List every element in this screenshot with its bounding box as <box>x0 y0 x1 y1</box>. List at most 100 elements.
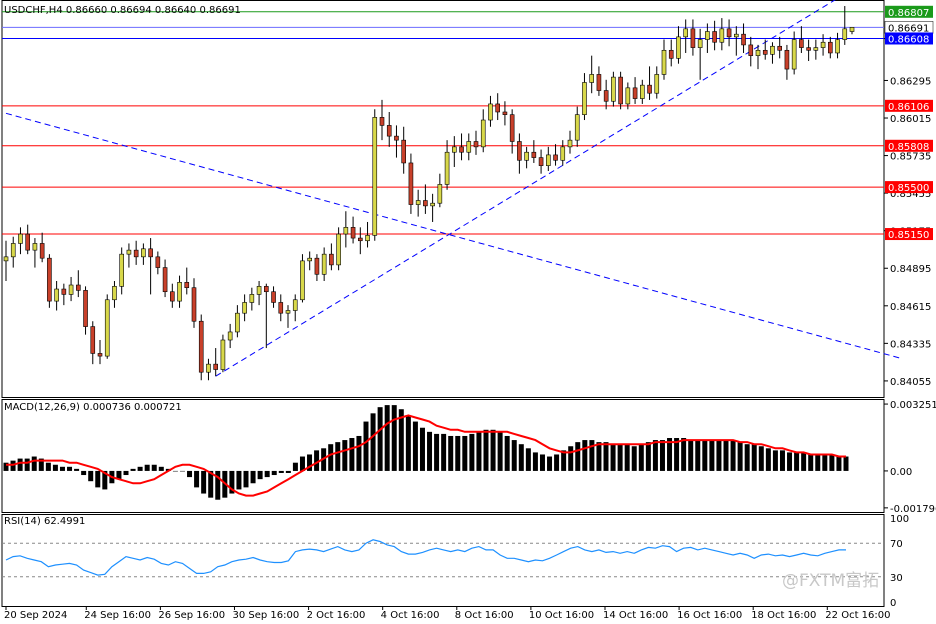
candle <box>430 193 435 222</box>
candle-body <box>480 119 486 148</box>
candle-body <box>726 28 732 38</box>
macd-tick-label: 0.00 <box>890 467 912 478</box>
macd-bar <box>123 470 129 476</box>
macd-bar <box>151 464 157 471</box>
macd-bar <box>511 440 517 471</box>
candle-body <box>401 139 406 164</box>
macd-bar <box>229 470 235 494</box>
candle-body <box>668 49 674 59</box>
candle <box>141 243 146 265</box>
level-label-text: 0.85808 <box>888 142 929 153</box>
candle <box>148 238 153 295</box>
macd-bar <box>342 440 348 471</box>
candle <box>415 189 421 217</box>
panel-frames <box>1 0 885 607</box>
candle-body <box>415 200 421 205</box>
time-tick-label: 30 Sep 16:00 <box>232 610 299 621</box>
candle-body <box>813 47 819 51</box>
time-axis: 20 Sep 2024 24 Sep 16:00 26 Sep 16:00 30 Se… <box>4 606 891 621</box>
candle <box>61 283 67 306</box>
candle <box>813 39 819 60</box>
candle <box>719 18 725 51</box>
candle <box>90 321 96 365</box>
candle-body <box>654 74 660 94</box>
level-label-text: 0.85150 <box>888 230 929 241</box>
candle-body <box>61 288 67 295</box>
candle-body <box>54 288 59 302</box>
macd-bar <box>412 421 418 471</box>
candle-body <box>676 36 681 59</box>
candle <box>603 79 609 110</box>
candle-body <box>177 282 182 302</box>
candle-body <box>97 353 103 357</box>
candle <box>314 254 320 281</box>
candle-body <box>379 117 385 126</box>
level-label-box <box>885 99 933 112</box>
candle-body <box>770 45 775 55</box>
candle-body <box>264 286 269 293</box>
trendline <box>5 112 903 360</box>
candle <box>242 294 247 322</box>
macd-bar <box>271 470 277 476</box>
candle <box>32 238 38 268</box>
candle-body <box>343 227 349 235</box>
candle <box>264 283 269 349</box>
candle <box>18 227 23 255</box>
candle <box>25 224 30 255</box>
macd-bar <box>363 421 369 471</box>
macd-bar <box>532 452 538 471</box>
candle-body <box>509 114 515 142</box>
candle-body <box>350 227 356 239</box>
level-label: 0.86691 <box>884 21 934 34</box>
candle-body <box>112 286 117 301</box>
candle <box>770 42 775 64</box>
candle-body <box>321 253 327 275</box>
macd-bar <box>610 444 616 471</box>
macd-bar <box>250 470 256 484</box>
macd-bar <box>405 415 411 471</box>
level-label-text: 0.86106 <box>888 102 929 113</box>
macd-bar <box>194 470 200 488</box>
candle-body <box>300 260 305 301</box>
candle-body <box>148 248 153 258</box>
macd-bar <box>137 466 143 471</box>
macd-bar <box>843 456 849 471</box>
candle <box>611 71 616 107</box>
candle-body <box>517 141 522 161</box>
macd-bar <box>243 470 249 488</box>
macd-bar <box>434 433 440 471</box>
macd-bar <box>208 470 214 498</box>
candle-body <box>849 27 855 32</box>
macd-bar <box>765 448 771 471</box>
candle <box>97 340 103 365</box>
price-tick-label: 0.84895 <box>890 264 931 275</box>
candle-body <box>560 146 566 161</box>
level-label-box <box>885 5 933 18</box>
candle-body <box>777 45 782 51</box>
level-label-box <box>885 139 933 152</box>
macd-bar <box>391 405 397 471</box>
price-tick-label: 0.86015 <box>890 114 931 125</box>
candle-body <box>712 31 717 43</box>
candle <box>777 36 782 59</box>
candle <box>379 99 385 141</box>
price-tick-label: 0.85735 <box>890 152 931 163</box>
macd-bar <box>695 440 701 471</box>
candle <box>401 126 406 174</box>
candle <box>473 130 479 155</box>
macd-bar <box>504 435 510 471</box>
candle-body <box>336 233 341 266</box>
candle <box>365 221 370 248</box>
candle <box>227 323 233 349</box>
macd-tick-label: -0.001796 <box>890 504 936 515</box>
candle <box>546 146 551 172</box>
candle-body <box>292 299 298 311</box>
trendlines <box>5 0 903 377</box>
macd-bar <box>448 435 454 471</box>
macd-bar <box>667 438 673 471</box>
candle <box>618 71 623 110</box>
candle <box>437 173 443 208</box>
candle-body <box>791 39 797 70</box>
candle-body <box>119 253 124 287</box>
candle-body <box>329 253 334 266</box>
